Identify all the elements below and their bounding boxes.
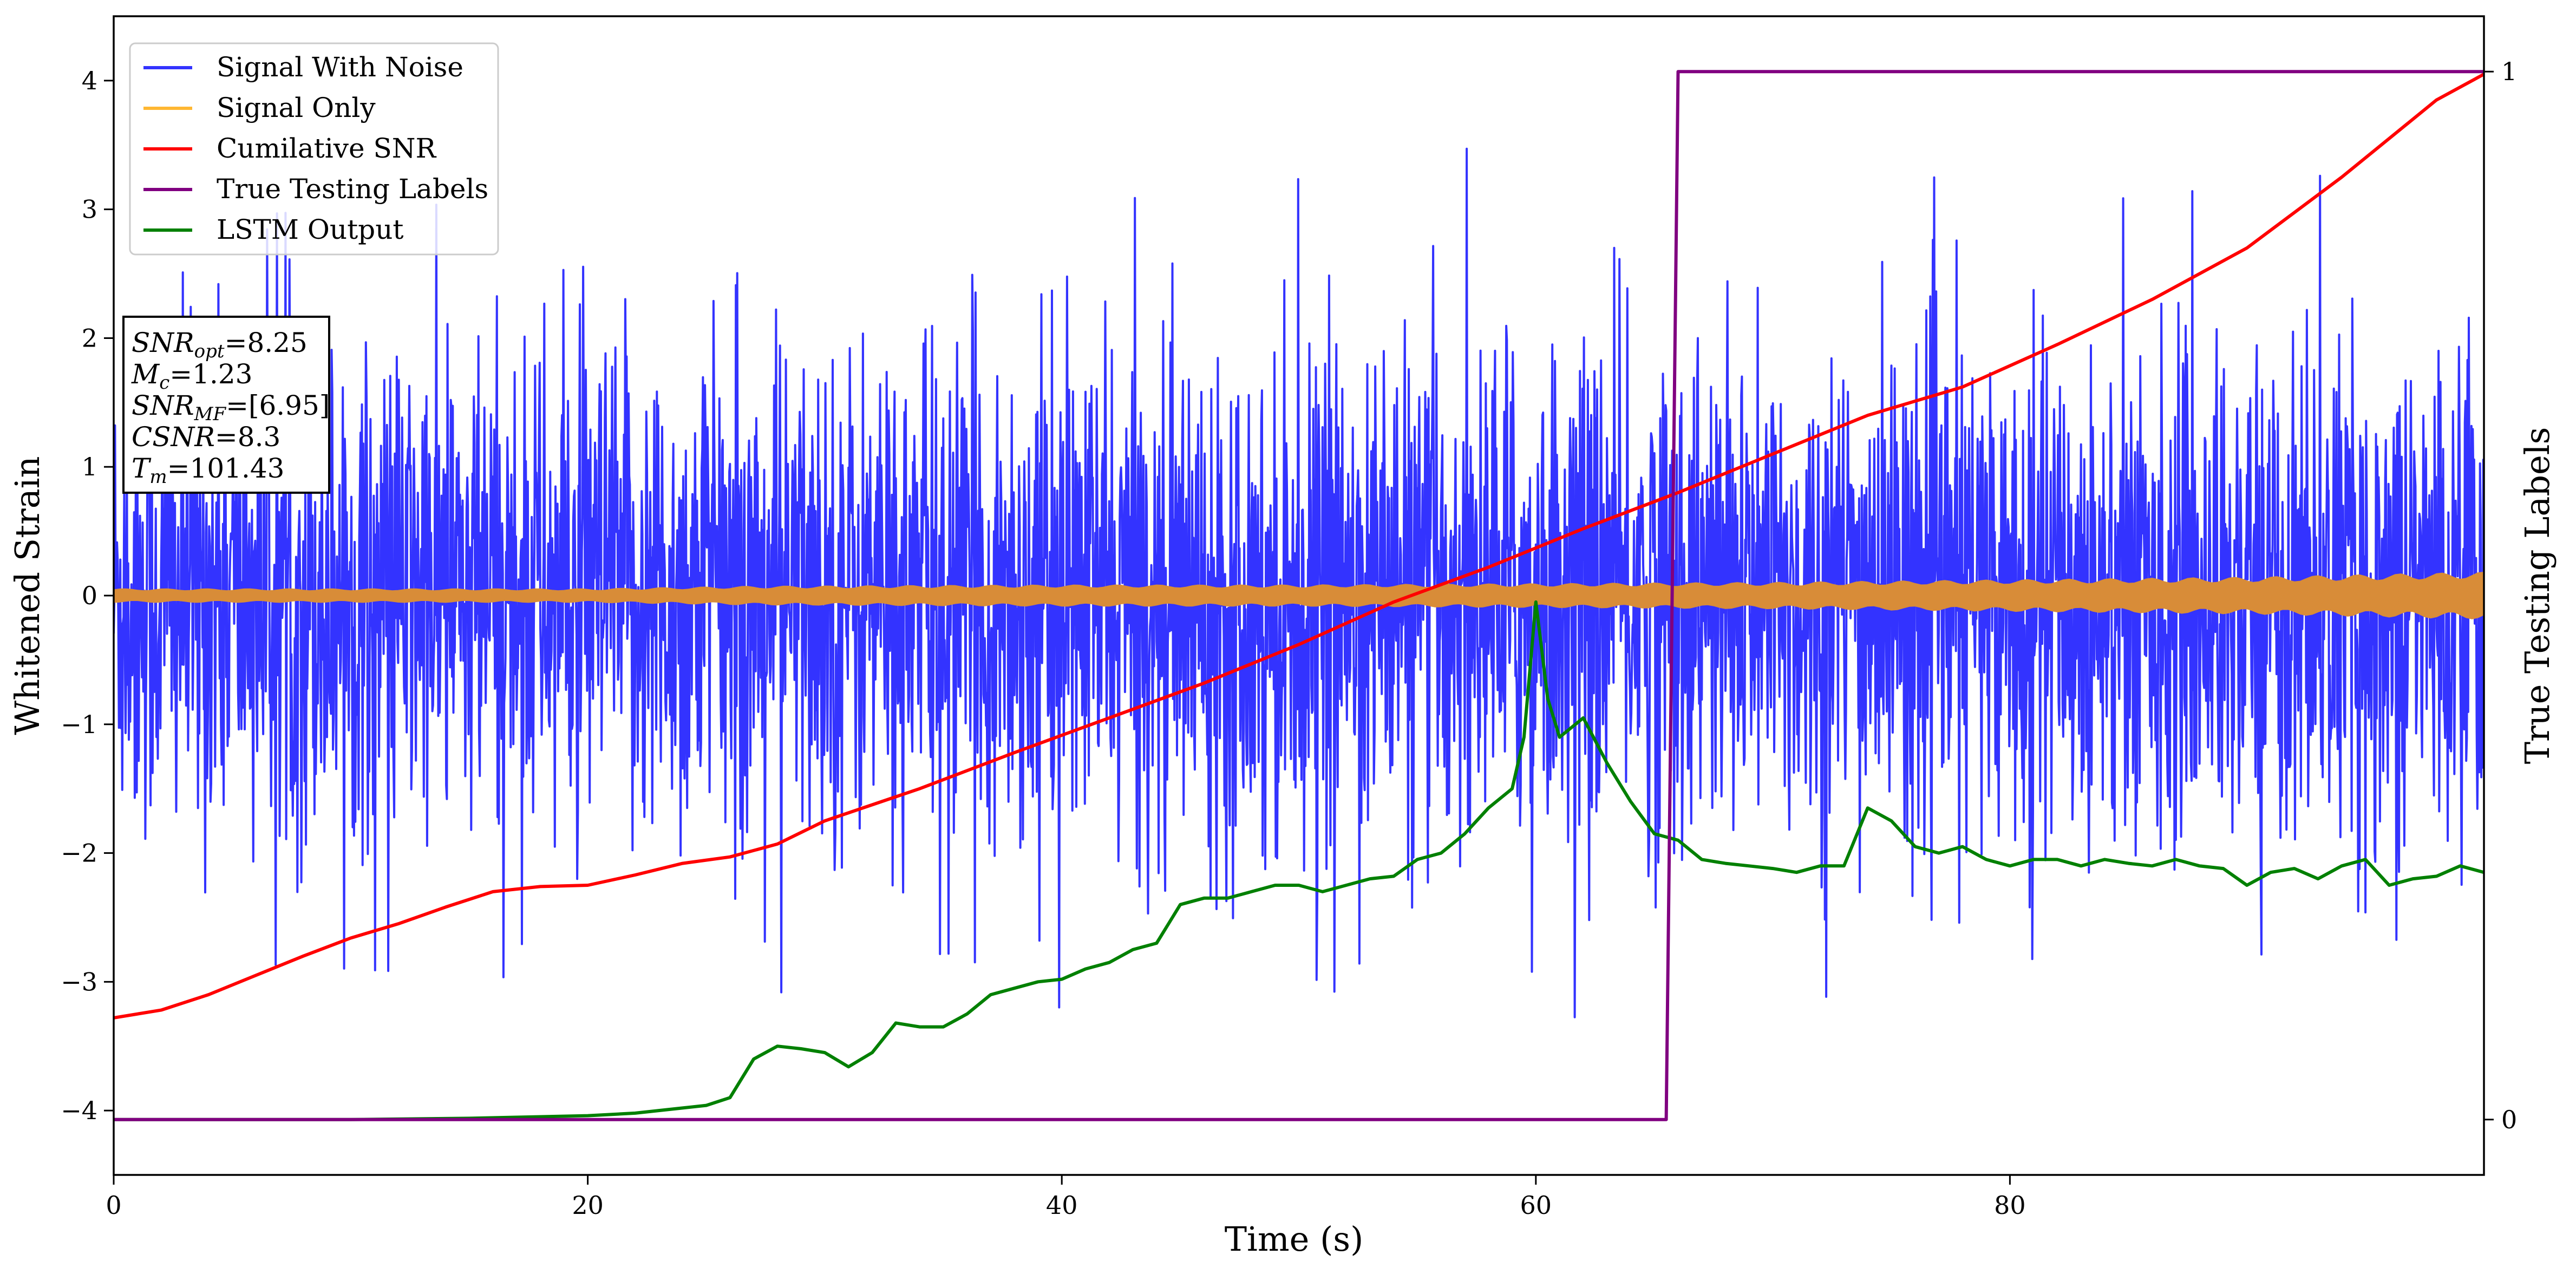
y2-tick-label: 1 <box>2501 57 2517 86</box>
info-line: Mc=1.23 <box>131 358 252 394</box>
y-tick-label: 1 <box>82 452 97 481</box>
info-box: SNRopt=8.25Mc=1.23SNRMF=[6.95]CSNR=8.3Tm… <box>122 316 330 494</box>
y-tick-label: 2 <box>82 323 97 352</box>
series-true-testing-labels <box>114 70 2484 1121</box>
info-line: CSNR=8.3 <box>132 421 280 453</box>
y-tick-label: 0 <box>82 581 97 610</box>
legend-label: Signal Only <box>217 92 376 123</box>
x-tick-label: 40 <box>1046 1191 1078 1220</box>
y-tick-label: −3 <box>61 967 97 996</box>
series-cumilative-snr <box>114 73 2484 1020</box>
legend-label: Signal With Noise <box>217 51 463 83</box>
legend-box <box>129 42 499 256</box>
y-tick-label: −1 <box>61 710 97 739</box>
series-signal-only <box>114 571 2484 619</box>
y-tick-label: −2 <box>61 839 97 868</box>
x-tick-label: 20 <box>572 1191 604 1220</box>
legend-label: True Testing Labels <box>217 173 488 205</box>
y-tick-label: 4 <box>82 66 97 95</box>
info-box-frame <box>122 316 330 494</box>
y-axis-label: Whitened Strain <box>8 456 47 735</box>
plot-clip-group <box>114 70 2484 1121</box>
legend-label: LSTM Output <box>217 214 403 245</box>
x-tick-label: 60 <box>1520 1191 1552 1220</box>
info-line: Tm=101.43 <box>132 453 284 488</box>
info-line: SNRMF=[6.95] <box>132 390 330 425</box>
legend: Signal With Noise Signal Only Cumilative S… <box>129 42 499 256</box>
legend-label: Cumilative SNR <box>217 133 436 164</box>
y-tick-label: 3 <box>82 195 97 224</box>
y-tick-label: −4 <box>61 1096 97 1125</box>
y2-tick-label: 0 <box>2501 1105 2517 1134</box>
y2-axis-label: True Testing Labels <box>2518 427 2557 765</box>
x-tick-label: 0 <box>106 1191 121 1220</box>
x-tick-label: 80 <box>1994 1191 2026 1220</box>
x-axis-label: Time (s) <box>1225 1219 1364 1259</box>
info-line: SNRopt=8.25 <box>132 327 308 362</box>
plot-area <box>114 70 2484 1121</box>
series-lstm-output <box>114 600 2484 1121</box>
